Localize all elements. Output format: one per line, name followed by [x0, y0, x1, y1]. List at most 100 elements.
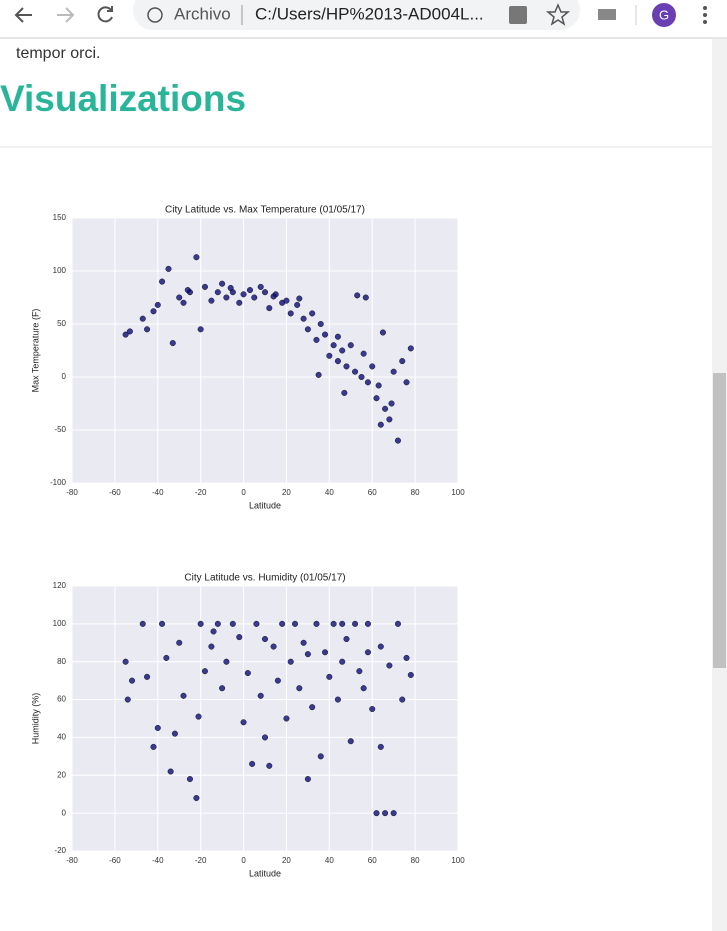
y-tick-label: 40 [57, 733, 66, 742]
point [283, 715, 290, 722]
point [270, 643, 277, 650]
point [139, 620, 146, 627]
info-icon[interactable] [147, 7, 163, 23]
point [167, 768, 174, 775]
point [150, 743, 157, 750]
x-tick-label: 100 [451, 488, 465, 497]
point [377, 743, 384, 750]
menu-button[interactable] [703, 6, 707, 24]
point [266, 762, 273, 769]
point [330, 342, 337, 349]
point [292, 620, 299, 627]
plot-area [72, 586, 458, 851]
scrollbar-thumb[interactable] [713, 373, 726, 668]
x-tick-label: -20 [195, 488, 207, 497]
point [343, 636, 350, 643]
point [126, 328, 133, 335]
point [154, 724, 161, 731]
x-tick-label: -80 [66, 488, 78, 497]
point [122, 658, 129, 665]
point [176, 294, 183, 301]
point [343, 363, 350, 370]
point [390, 368, 397, 375]
point [197, 326, 204, 333]
x-tick-label: -40 [152, 856, 164, 865]
point [262, 636, 269, 643]
point [407, 345, 414, 352]
point [227, 284, 234, 291]
point [171, 730, 178, 737]
forward-button[interactable] [57, 7, 75, 23]
reload-button[interactable] [97, 6, 113, 23]
point [201, 283, 208, 290]
point [270, 293, 277, 300]
point [223, 658, 230, 665]
x-tick-label: -60 [109, 488, 121, 497]
x-tick-label: 60 [368, 488, 377, 497]
point [201, 668, 208, 675]
point [180, 299, 187, 306]
y-tick-label: 20 [57, 770, 66, 779]
point [186, 776, 193, 783]
point [197, 620, 204, 627]
y-tick-label: 0 [62, 372, 67, 381]
back-button[interactable] [14, 7, 32, 23]
translate-icon[interactable] [509, 6, 527, 24]
point [139, 315, 146, 322]
heading: Visualizations [0, 78, 246, 119]
omnibox[interactable] [133, 0, 580, 30]
x-tick-label: 80 [411, 856, 420, 865]
point [296, 295, 303, 302]
point [322, 649, 329, 656]
star-icon[interactable] [545, 3, 571, 26]
point [193, 795, 200, 802]
point [300, 639, 307, 646]
plot-area [72, 218, 458, 483]
point [257, 692, 264, 699]
avatar[interactable] [652, 3, 676, 27]
point [386, 662, 393, 669]
point [309, 310, 316, 317]
point [352, 620, 359, 627]
cast-icon[interactable] [598, 9, 616, 20]
point [388, 400, 395, 407]
point [122, 331, 129, 338]
y-tick-label: 100 [53, 266, 67, 275]
point [394, 620, 401, 627]
point [262, 289, 269, 296]
y-tick-label: 150 [53, 213, 67, 222]
point [407, 671, 414, 678]
point [287, 310, 294, 317]
point [159, 620, 166, 627]
point [274, 677, 281, 684]
point [373, 395, 380, 402]
y-axis-label: Humidity (%) [30, 693, 40, 745]
x-tick-label: -80 [66, 856, 78, 865]
point [317, 753, 324, 760]
point [246, 287, 253, 294]
url: C:/Users/HP%2013-AD004L... [255, 4, 484, 23]
y-tick-label: 60 [57, 695, 66, 704]
point [154, 301, 161, 308]
x-tick-label: 0 [241, 856, 246, 865]
point [399, 696, 406, 703]
y-tick-label: 100 [53, 619, 67, 628]
y-axis-label: Max Temperature (F) [30, 309, 40, 393]
point [229, 620, 236, 627]
point [347, 342, 354, 349]
point [124, 696, 131, 703]
point [377, 421, 384, 428]
point [144, 326, 151, 333]
point [364, 620, 371, 627]
point [219, 280, 226, 287]
point [377, 643, 384, 650]
x-tick-label: -40 [152, 488, 164, 497]
point [339, 620, 346, 627]
point [283, 297, 290, 304]
point [379, 329, 386, 336]
security-label: Archivo [174, 4, 231, 23]
point [403, 379, 410, 386]
point [362, 294, 369, 301]
point [304, 776, 311, 783]
x-tick-label: 0 [241, 488, 246, 497]
